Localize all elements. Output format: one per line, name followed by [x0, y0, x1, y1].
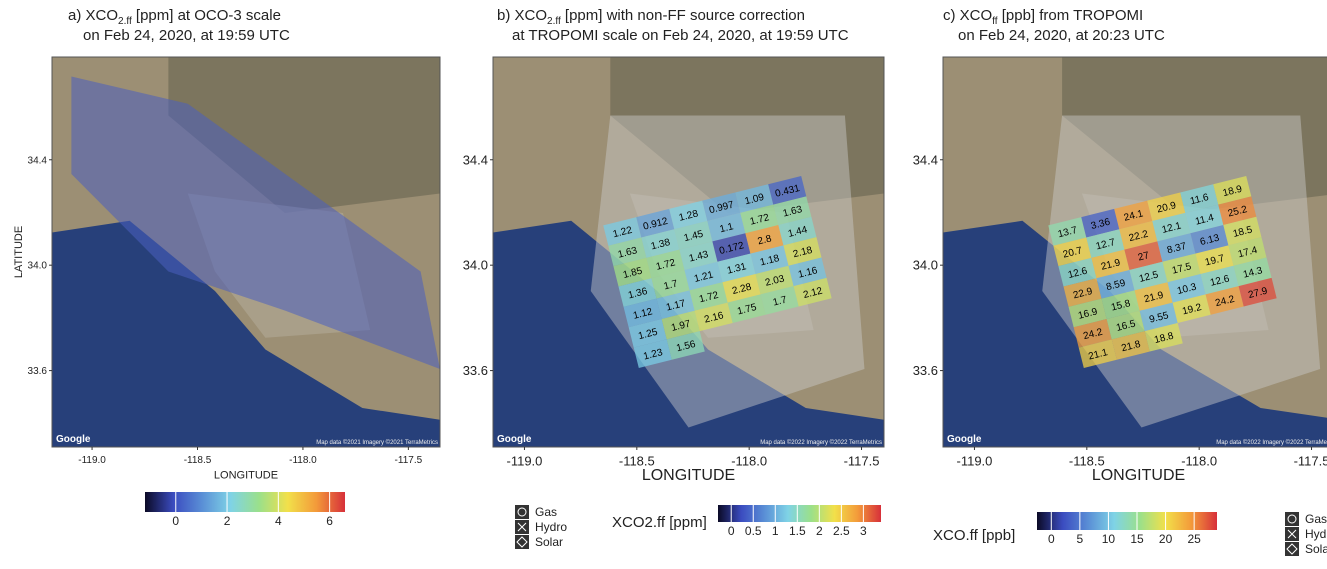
page: Google Map data ©2021 Imagery ©2021 Terra…	[13, 7, 1327, 556]
x-tick-label: -117.5	[1294, 453, 1327, 468]
colorbar-tick-label: 2.5	[833, 524, 850, 538]
legend-label: Hydro	[535, 520, 567, 534]
title-part: 2.ff	[547, 16, 561, 27]
y-tick-label: 34.0	[913, 258, 938, 273]
title-part: 2.ff	[118, 16, 132, 27]
map: Google Map data ©2021 Imagery ©2021 Terra…	[52, 57, 440, 447]
panel: Google Map data ©2022 Imagery ©2022 Terra…	[913, 7, 1327, 556]
google-logo: Google	[497, 434, 532, 445]
attribution: Map data ©2022 Imagery ©2022 TerraMetric…	[760, 439, 882, 446]
x-tick-label: -118.0	[289, 455, 317, 466]
colorbar-label: XCO.ff [ppb]	[933, 527, 1015, 544]
legend-label: Hydro	[1305, 527, 1327, 541]
legend-label: Solar	[535, 535, 563, 549]
colorbar-tick-label: 15	[1130, 532, 1144, 546]
colorbar	[1037, 512, 1217, 530]
title-part: a) XCO	[68, 7, 118, 24]
colorbar-tick-label: 0	[1048, 532, 1055, 546]
x-tick-label: -117.5	[395, 455, 423, 466]
colorbar-tick-label: 1.5	[789, 524, 806, 538]
colorbar-tick-label: 2	[816, 524, 823, 538]
title-part: c) XCO	[943, 7, 992, 24]
colorbar-tick-label: 5	[1077, 532, 1084, 546]
x-tick-label: -118.0	[731, 453, 767, 468]
panel-title: b) XCO2.ff [ppm] with non-FF source corr…	[497, 7, 805, 27]
colorbar-tick-label: 2	[224, 514, 231, 528]
y-tick-label: 34.0	[463, 258, 488, 273]
y-tick-label: 33.6	[28, 366, 48, 377]
y-tick-label: 34.0	[28, 261, 48, 272]
legend-label: Solar	[1305, 542, 1327, 556]
panel-subtitle: on Feb 24, 2020, at 19:59 UTC	[83, 27, 290, 44]
x-axis-label: LONGITUDE	[214, 469, 278, 481]
legend-label: Gas	[535, 505, 557, 519]
x-tick-label: -117.5	[844, 453, 880, 468]
colorbar-tick-label: 0	[172, 514, 179, 528]
colorbar-tick-label: 25	[1187, 532, 1201, 546]
colorbar-tick-label: 0.5	[745, 524, 762, 538]
colorbar-tick-label: 6	[326, 514, 333, 528]
colorbar-tick-label: 0	[728, 524, 735, 538]
colorbar-tick-label: 1	[772, 524, 779, 538]
title-part: [ppm] at OCO-3 scale	[132, 7, 281, 24]
title-part: [ppb] from TROPOMI	[998, 7, 1144, 24]
legend-key	[1285, 512, 1299, 526]
x-tick-label: -118.0	[1181, 453, 1217, 468]
colorbar-tick-label: 4	[275, 514, 282, 528]
title-part: [ppm] with non-FF source correction	[561, 7, 805, 24]
panel: Google Map data ©2022 Imagery ©2022 Terra…	[463, 7, 884, 549]
y-tick-label: 33.6	[913, 363, 938, 378]
panel-subtitle: on Feb 24, 2020, at 20:23 UTC	[958, 27, 1165, 44]
colorbar-tick-label: 20	[1159, 532, 1173, 546]
x-tick-label: -118.5	[184, 455, 212, 466]
panel: Google Map data ©2021 Imagery ©2021 Terra…	[13, 7, 440, 528]
y-tick-label: 34.4	[913, 152, 938, 167]
colorbar-label: XCO2.ff [ppm]	[612, 514, 707, 531]
colorbar	[718, 505, 881, 522]
x-tick-label: -119.0	[957, 453, 993, 468]
google-logo: Google	[947, 434, 982, 445]
title-part: b) XCO	[497, 7, 547, 24]
panel-title: a) XCO2.ff [ppm] at OCO-3 scale	[68, 7, 281, 27]
legend-label: Gas	[1305, 512, 1327, 526]
attribution: Map data ©2021 Imagery ©2021 TerraMetric…	[316, 439, 438, 446]
panel-title: c) XCOff [ppb] from TROPOMI	[943, 7, 1143, 27]
y-axis-label: LATITUDE	[13, 226, 25, 278]
map: Google Map data ©2022 Imagery ©2022 Terra…	[943, 57, 1327, 447]
map: Google Map data ©2022 Imagery ©2022 Terra…	[493, 57, 884, 447]
y-tick-label: 34.4	[28, 155, 48, 166]
y-tick-label: 34.4	[463, 152, 488, 167]
x-axis-label: LONGITUDE	[642, 467, 735, 484]
x-axis-label: LONGITUDE	[1092, 467, 1185, 484]
legend-key	[515, 505, 529, 519]
colorbar	[145, 492, 345, 512]
figure: Google Map data ©2021 Imagery ©2021 Terra…	[0, 0, 1327, 564]
colorbar-tick-label: 3	[860, 524, 867, 538]
panel-subtitle: at TROPOMI scale on Feb 24, 2020, at 19:…	[512, 27, 849, 44]
y-tick-label: 33.6	[463, 363, 488, 378]
google-logo: Google	[56, 434, 91, 445]
attribution: Map data ©2022 Imagery ©2022 TerraMetric…	[1216, 439, 1327, 446]
x-tick-label: -119.0	[507, 453, 543, 468]
colorbar-tick-label: 10	[1102, 532, 1116, 546]
x-tick-label: -119.0	[78, 455, 106, 466]
